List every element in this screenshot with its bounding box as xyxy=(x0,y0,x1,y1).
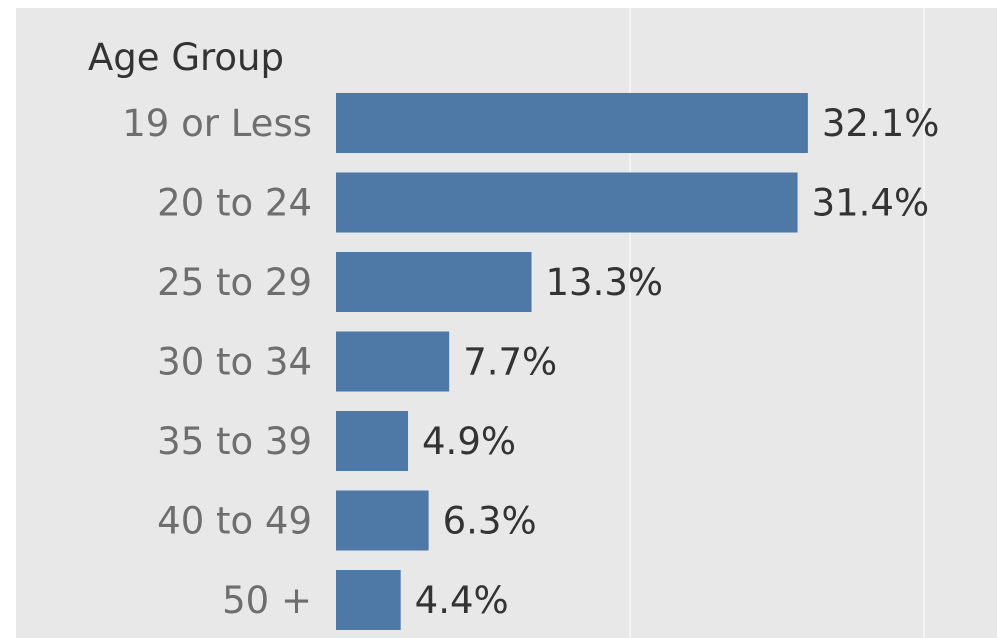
bar-chart: Age Group 19 or Less 32.1% 20 to 24 31.4% 25… xyxy=(88,8,939,638)
value-label: 4.9% xyxy=(422,420,516,463)
category-label: 20 to 24 xyxy=(157,182,312,225)
bar[interactable] xyxy=(336,93,808,153)
value-label: 13.3% xyxy=(546,261,664,304)
bar[interactable] xyxy=(336,570,401,630)
bar[interactable] xyxy=(336,411,409,471)
bar-row: 19 or Less 32.1% xyxy=(122,93,939,153)
category-label: 50 + xyxy=(222,579,312,622)
value-label: 4.4% xyxy=(415,579,509,622)
bar-row: 50 + 4.4% xyxy=(222,570,509,630)
bar[interactable] xyxy=(336,331,450,392)
bar-row: 40 to 49 6.3% xyxy=(157,490,537,551)
bar-row: 30 to 34 7.7% xyxy=(157,331,557,392)
category-label: 30 to 34 xyxy=(157,341,312,384)
category-label: 19 or Less xyxy=(122,102,312,145)
chart-panel: Age Group 19 or Less 32.1% 20 to 24 31.4% 25… xyxy=(16,8,997,638)
bar[interactable] xyxy=(336,490,429,551)
bar-row: 25 to 29 13.3% xyxy=(157,252,663,312)
value-label: 6.3% xyxy=(443,500,537,543)
category-label: 25 to 29 xyxy=(157,261,312,304)
bar[interactable] xyxy=(336,172,798,233)
value-label: 31.4% xyxy=(812,182,930,225)
bar-rows: 19 or Less 32.1% 20 to 24 31.4% 25 to 29 13.3… xyxy=(122,93,939,630)
bar-row: 20 to 24 31.4% xyxy=(157,172,930,233)
bar[interactable] xyxy=(336,252,532,312)
column-header-age-group: Age Group xyxy=(88,36,284,79)
value-label: 32.1% xyxy=(822,102,940,145)
bar-row: 35 to 39 4.9% xyxy=(157,411,516,471)
category-label: 35 to 39 xyxy=(157,420,312,463)
category-label: 40 to 49 xyxy=(157,500,312,543)
value-label: 7.7% xyxy=(463,341,557,384)
